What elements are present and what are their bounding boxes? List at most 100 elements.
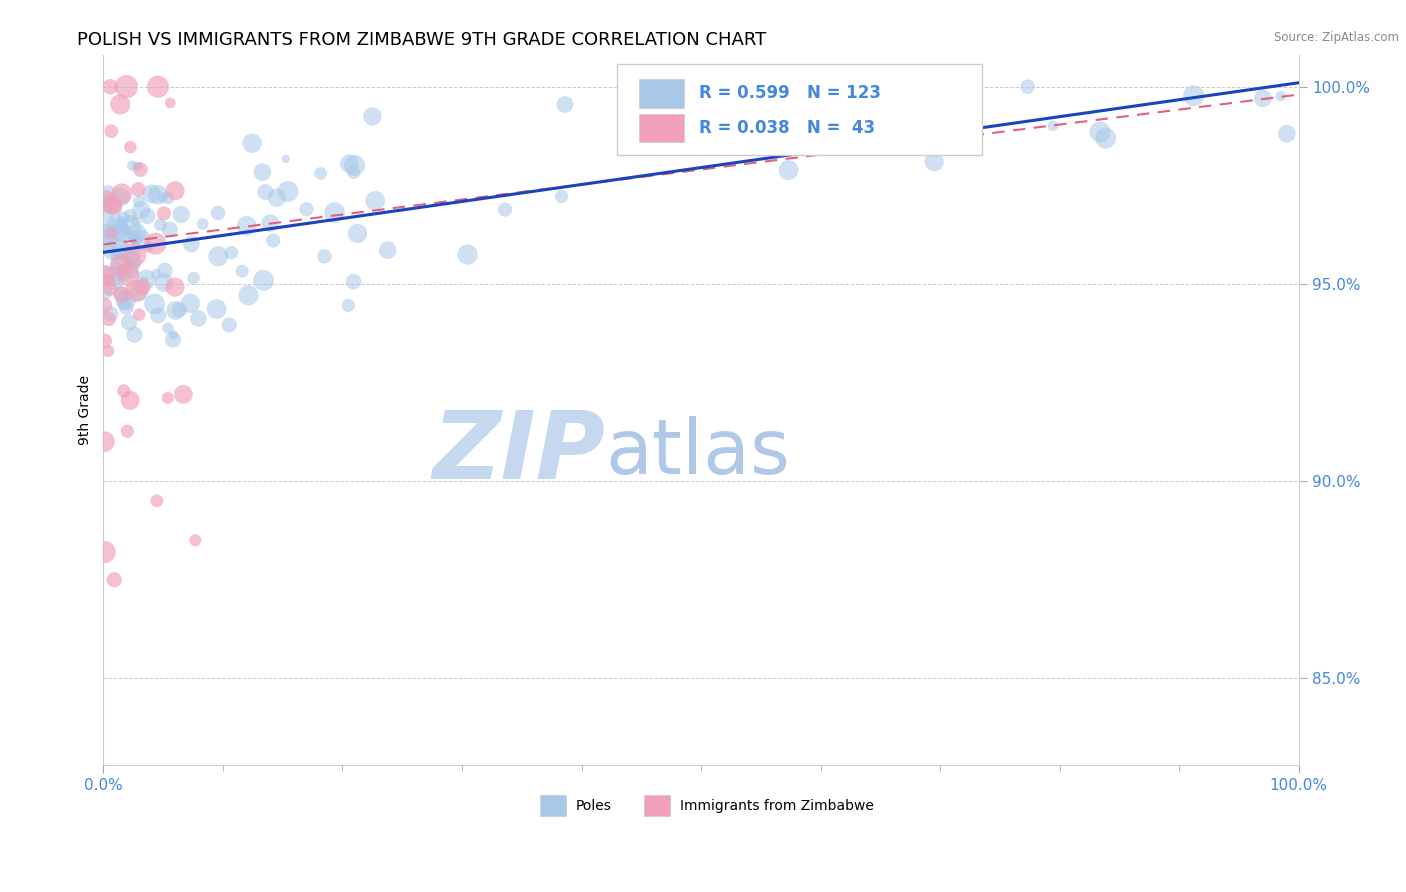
Point [93,299,115,313]
Point [377,244,399,258]
Point [157,191,180,205]
Point [93,209,115,223]
Point [105,216,128,230]
Point [104,247,127,261]
Point [274,152,297,166]
Point [170,207,193,221]
Point [165,303,187,318]
Point [97,344,120,359]
Point [922,154,945,169]
Point [107,257,129,271]
Point [97,312,120,326]
Point [207,249,229,263]
FancyBboxPatch shape [638,79,685,108]
Point [148,309,170,323]
Point [145,236,167,251]
Text: POLISH VS IMMIGRANTS FROM ZIMBABWE 9TH GRADE CORRELATION CHART: POLISH VS IMMIGRANTS FROM ZIMBABWE 9TH G… [77,31,766,49]
Point [295,202,318,217]
Point [98,281,121,295]
Point [364,194,387,208]
Point [110,225,132,239]
Point [184,533,207,548]
Point [1270,89,1292,103]
Point [98,79,121,94]
Point [121,254,143,268]
Point [277,185,299,199]
Point [156,391,179,405]
Point [122,247,145,261]
Point [180,237,202,252]
Point [94,222,117,236]
Point [110,258,132,272]
Point [231,264,253,278]
Point [118,209,141,223]
Point [361,110,384,124]
Point [146,493,169,508]
Point [131,280,153,294]
Point [117,424,139,438]
Point [253,273,276,287]
Point [97,187,120,202]
Point [118,315,141,329]
Point [343,159,366,173]
Point [162,327,184,342]
Point [121,159,143,173]
Point [136,209,159,223]
Point [100,197,122,211]
Point [100,307,122,321]
Point [494,202,516,217]
Point [1094,131,1116,145]
Point [93,193,115,207]
Point [1088,125,1111,139]
FancyBboxPatch shape [644,795,671,816]
Point [457,247,479,261]
Point [183,271,205,285]
Point [153,263,176,277]
Point [159,222,181,236]
Point [153,276,176,290]
Point [114,238,136,252]
Point [156,321,179,335]
Point [96,267,118,281]
Point [630,141,652,155]
Point [872,112,894,127]
Point [104,274,127,288]
Point [108,219,131,234]
Point [554,97,576,112]
Text: R = 0.038   N =  43: R = 0.038 N = 43 [699,120,875,137]
Point [129,233,152,247]
Point [146,79,169,94]
Point [146,187,169,202]
Point [110,225,132,239]
Point [135,272,157,286]
Point [120,393,142,408]
Point [218,318,240,332]
Point [111,287,134,301]
Point [111,186,134,201]
Point [152,190,174,204]
Point [143,297,166,311]
Point [127,182,149,196]
Point [111,265,134,279]
Point [1042,119,1064,133]
FancyBboxPatch shape [638,114,685,143]
Point [118,255,141,269]
Point [96,227,118,241]
Point [93,334,115,348]
Point [125,284,148,298]
Point [98,227,121,242]
Point [132,273,155,287]
Point [136,240,159,254]
Point [240,136,263,151]
Point [1251,91,1274,105]
Point [117,267,139,281]
Point [128,194,150,209]
Point [191,217,214,231]
FancyBboxPatch shape [540,795,567,816]
FancyBboxPatch shape [617,63,981,154]
Point [207,206,229,220]
Point [550,189,572,203]
Point [108,242,131,256]
Point [165,184,187,198]
Point [252,165,274,179]
